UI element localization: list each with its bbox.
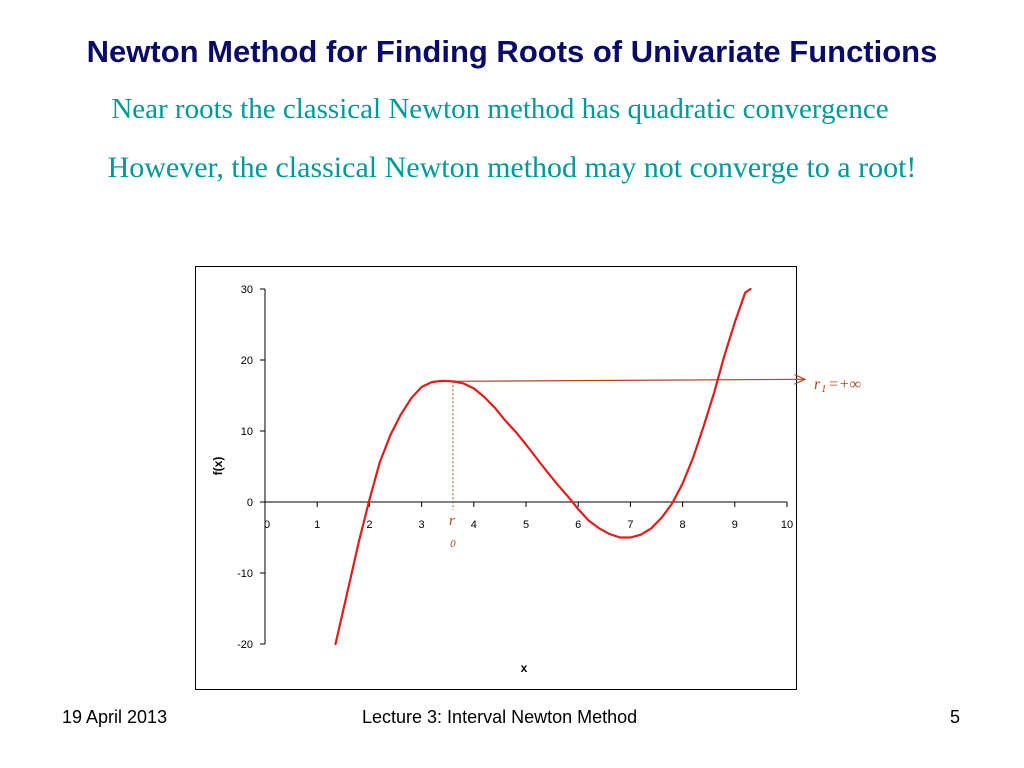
x-tick-label: 0 bbox=[264, 519, 270, 531]
x-tick-label: 1 bbox=[314, 519, 320, 531]
tangent-arrow bbox=[452, 379, 805, 381]
y-tick-label: 0 bbox=[247, 497, 253, 509]
annotation-layer bbox=[452, 379, 805, 510]
non-convergence-warning-text: However, the classical Newton method may… bbox=[107, 151, 917, 184]
y-tick-label: 10 bbox=[241, 426, 253, 438]
r0-subscript: 0 bbox=[450, 538, 456, 550]
function-curve bbox=[334, 287, 752, 646]
x-tick-label: 8 bbox=[680, 519, 686, 531]
x-tick-label: 9 bbox=[732, 519, 738, 531]
r0-label: r bbox=[449, 513, 455, 529]
x-tick-label: 3 bbox=[419, 519, 425, 531]
axes-layer bbox=[264, 289, 787, 644]
footer-page-number: 5 bbox=[950, 707, 961, 727]
y-tick-label: -10 bbox=[237, 568, 253, 580]
x-tick-label: 10 bbox=[781, 519, 793, 531]
y-tick-label: -20 bbox=[237, 639, 253, 651]
footer-lecture-title: Lecture 3: Interval Newton Method bbox=[362, 707, 638, 727]
x-tick-label: 4 bbox=[471, 519, 477, 531]
y-axis-title: f(x) bbox=[211, 457, 225, 476]
x-tick-label: 7 bbox=[627, 519, 633, 531]
y-tick-label: 30 bbox=[241, 284, 253, 296]
x-axis-title: x bbox=[521, 661, 528, 675]
slide-title: Newton Method for Finding Roots of Univa… bbox=[86, 34, 938, 69]
x-tick-label: 5 bbox=[523, 519, 529, 531]
x-tick-label: 2 bbox=[366, 519, 372, 531]
chart-frame bbox=[195, 266, 797, 690]
r1-label: r bbox=[814, 376, 821, 393]
curve-layer bbox=[334, 287, 752, 646]
y-tick-label: 20 bbox=[241, 355, 253, 367]
quadratic-convergence-text: Near roots the classical Newton method h… bbox=[111, 93, 889, 125]
r1-subscript: 1 bbox=[821, 383, 827, 395]
r1-value: =+∞ bbox=[828, 376, 861, 393]
footer-date: 19 April 2013 bbox=[62, 707, 168, 727]
x-tick-label: 6 bbox=[575, 519, 581, 531]
ticks-layer bbox=[260, 288, 788, 645]
